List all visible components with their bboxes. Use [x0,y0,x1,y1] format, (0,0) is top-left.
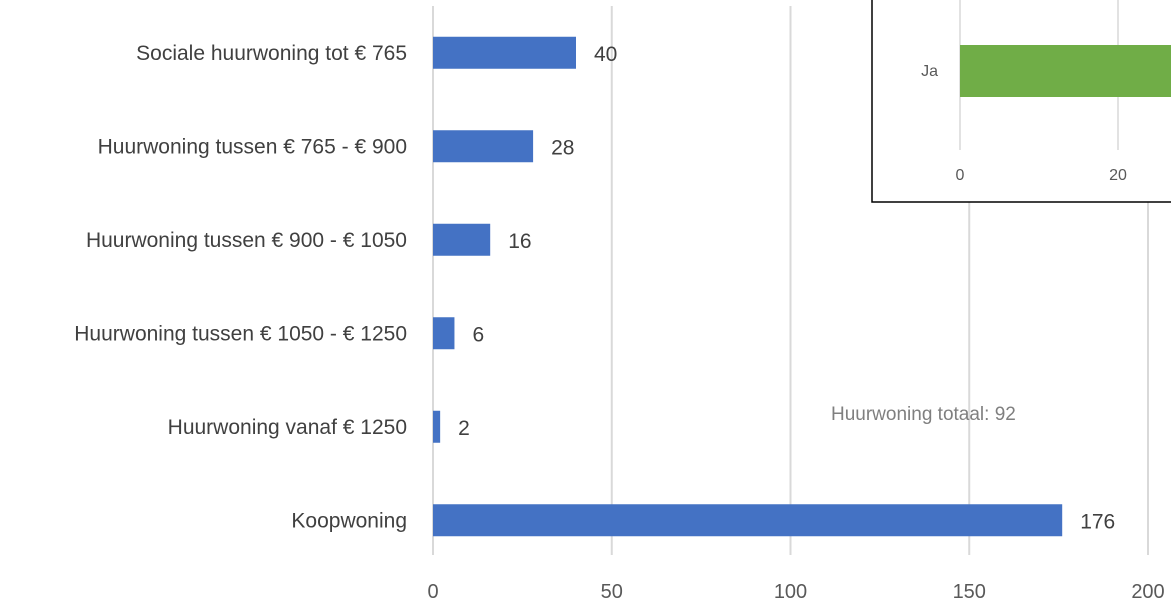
inset-bars [960,45,1171,97]
category-label: Huurwoning tussen € 765 - € 900 [98,135,407,158]
value-label: 176 [1080,510,1115,533]
category-label: Sociale huurwoning tot € 765 [136,42,407,65]
value-label: 28 [551,136,574,159]
inset-bar-ja [960,45,1171,97]
category-label: Huurwoning tussen € 1050 - € 1250 [74,322,407,345]
inset-x-tick-labels: 0 20 [956,167,1127,184]
bar-huurwoning-tussen-900-1050 [433,223,491,256]
x-tick-label: 0 [427,581,438,603]
x-tick-label: 100 [774,581,807,603]
value-label: 16 [508,230,531,253]
category-label: Huurwoning tussen € 900 - € 1050 [86,229,407,252]
bar-sociale-huurwoning-tot-765 [433,36,576,69]
bar-huurwoning-tussen-765-900 [433,130,534,163]
category-label: Huurwoning vanaf € 1250 [168,416,407,439]
main-value-labels: 40 28 16 6 2 176 [458,43,1115,534]
main-bars [433,36,1063,537]
inset-border [871,0,1171,203]
main-category-labels: Sociale huurwoning tot € 765 Huurwoning t… [74,42,407,533]
x-tick-label: 200 [1131,581,1164,603]
x-tick-label: 150 [953,581,986,603]
bar-huurwoning-tussen-1050-1250 [433,317,455,350]
value-label: 40 [594,43,617,66]
inset-category-labels: Ja [921,63,938,80]
bar-huurwoning-vanaf-1250 [433,410,441,443]
inset-chart: Ja 0 20 [871,0,1171,203]
category-label: Koopwoning [291,509,407,532]
inset-category-label: Ja [921,63,938,80]
huurwoning-total-annotation: Huurwoning totaal: 92 [831,404,1016,425]
bar-koopwoning [433,504,1063,537]
x-tick-label: 50 [601,581,623,603]
value-label: 2 [458,417,470,440]
value-label: 6 [472,323,484,346]
inset-x-tick-label: 0 [956,167,965,184]
main-x-tick-labels: 0 50 100 150 200 [427,581,1164,603]
inset-x-tick-label: 20 [1109,167,1127,184]
